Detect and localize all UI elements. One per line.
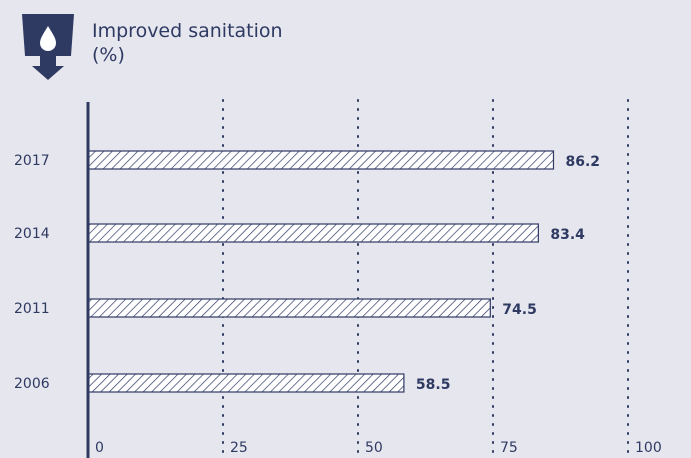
category-label-2006: 2006 — [14, 376, 50, 392]
chart-unit: (%) — [92, 44, 125, 67]
x-tick-label-0: 0 — [95, 440, 104, 456]
value-label-2006: 58.5 — [416, 377, 451, 393]
bar-2006 — [88, 374, 404, 392]
x-tick-label-75: 75 — [500, 440, 518, 456]
category-label-2011: 2011 — [14, 301, 50, 317]
bar-2014 — [88, 224, 538, 242]
category-label-2014: 2014 — [14, 226, 50, 242]
value-label-2014: 83.4 — [550, 227, 585, 243]
x-tick-label-25: 25 — [230, 440, 248, 456]
water-drop-glass-icon — [22, 14, 74, 80]
category-label-2017: 2017 — [14, 153, 50, 169]
bar-2017 — [88, 151, 553, 169]
bars-layer — [88, 151, 553, 392]
value-label-2017: 86.2 — [565, 154, 600, 170]
chart-title: Improved sanitation — [92, 20, 283, 43]
x-tick-label-50: 50 — [365, 440, 383, 456]
value-label-2011: 74.5 — [502, 302, 537, 318]
bar-2011 — [88, 299, 490, 317]
x-tick-label-100: 100 — [635, 440, 662, 456]
